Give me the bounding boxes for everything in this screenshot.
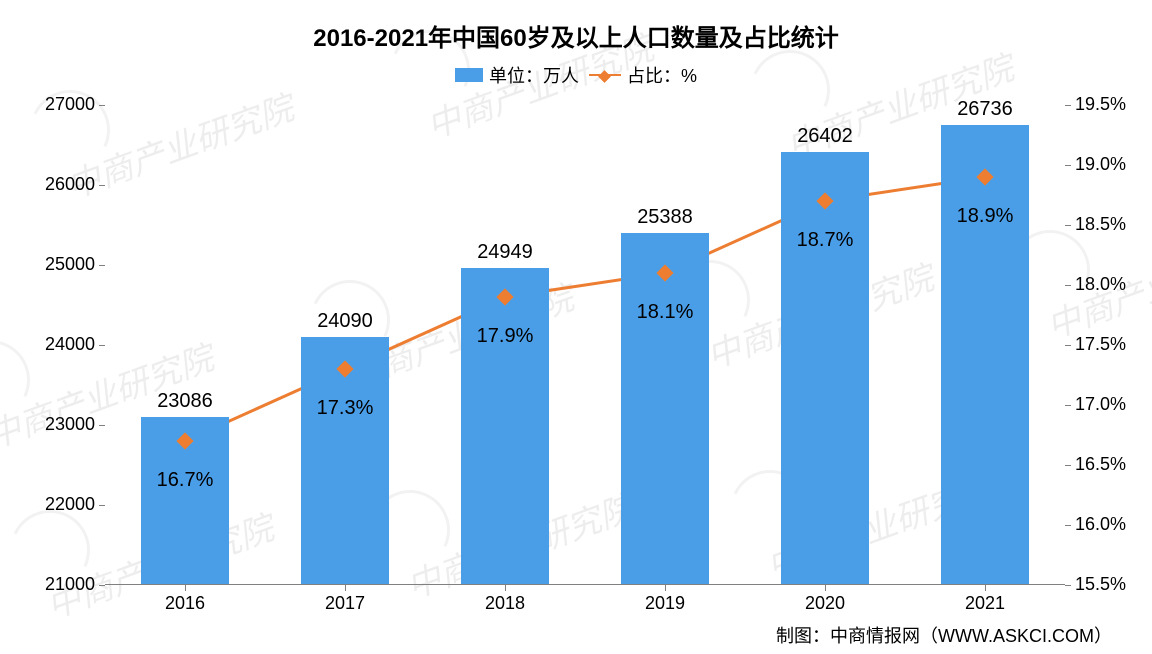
y1-tick: 21000 — [45, 574, 95, 595]
bar-value-label: 25388 — [637, 206, 693, 229]
line-value-label: 17.3% — [317, 397, 374, 420]
line-swatch-icon — [589, 74, 621, 76]
x-tick: 2020 — [805, 593, 845, 614]
y2-tick: 15.5% — [1075, 574, 1126, 595]
line-value-label: 18.9% — [957, 205, 1014, 228]
chart-title: 2016-2021年中国60岁及以上人口数量及占比统计 — [0, 18, 1152, 53]
bar — [781, 152, 869, 584]
bar-value-label: 24949 — [477, 241, 533, 264]
y1-tick: 27000 — [45, 94, 95, 115]
combo-chart: 中商产业研究院中商产业研究院中商产业研究院中商产业研究院中商产业研究院中商产业研… — [0, 0, 1152, 654]
legend-item-line: 占比：% — [589, 62, 697, 88]
watermark-circle-icon — [0, 329, 41, 432]
x-tick: 2021 — [965, 593, 1005, 614]
legend: 单位：万人 占比：% — [0, 62, 1152, 88]
y1-tick: 23000 — [45, 414, 95, 435]
line-svg — [105, 105, 1065, 585]
bar-value-label: 23086 — [157, 390, 213, 413]
x-tick: 2018 — [485, 593, 525, 614]
plot-area: 23086240902494925388264022673616.7%17.3%… — [105, 105, 1065, 585]
bar-value-label: 24090 — [317, 310, 373, 333]
y2-tick: 16.0% — [1075, 514, 1126, 535]
x-tick: 2019 — [645, 593, 685, 614]
bar-value-label: 26736 — [957, 98, 1013, 121]
bar-value-label: 26402 — [797, 125, 853, 148]
y1-tick: 26000 — [45, 174, 95, 195]
y2-tick: 18.0% — [1075, 274, 1126, 295]
y2-tick: 16.5% — [1075, 454, 1126, 475]
y2-tick: 17.0% — [1075, 394, 1126, 415]
y1-tick: 25000 — [45, 254, 95, 275]
bar — [941, 125, 1029, 584]
legend-line-label: 占比：% — [627, 62, 697, 88]
y2-tick: 18.5% — [1075, 214, 1126, 235]
line-value-label: 18.1% — [637, 301, 694, 324]
line-value-label: 18.7% — [797, 229, 854, 252]
x-tick: 2017 — [325, 593, 365, 614]
x-tick: 2016 — [165, 593, 205, 614]
y2-tick: 19.5% — [1075, 94, 1126, 115]
y1-tick: 24000 — [45, 334, 95, 355]
legend-bar-label: 单位：万人 — [489, 62, 579, 88]
line-value-label: 16.7% — [157, 469, 214, 492]
y2-tick: 17.5% — [1075, 334, 1126, 355]
bar — [621, 233, 709, 584]
y1-tick: 22000 — [45, 494, 95, 515]
credit-text: 制图：中商情报网（WWW.ASKCI.COM） — [776, 622, 1112, 648]
legend-item-bar: 单位：万人 — [455, 62, 579, 88]
line-value-label: 17.9% — [477, 325, 534, 348]
bar — [461, 268, 549, 584]
y2-tick: 19.0% — [1075, 154, 1126, 175]
bar-swatch-icon — [455, 68, 483, 82]
